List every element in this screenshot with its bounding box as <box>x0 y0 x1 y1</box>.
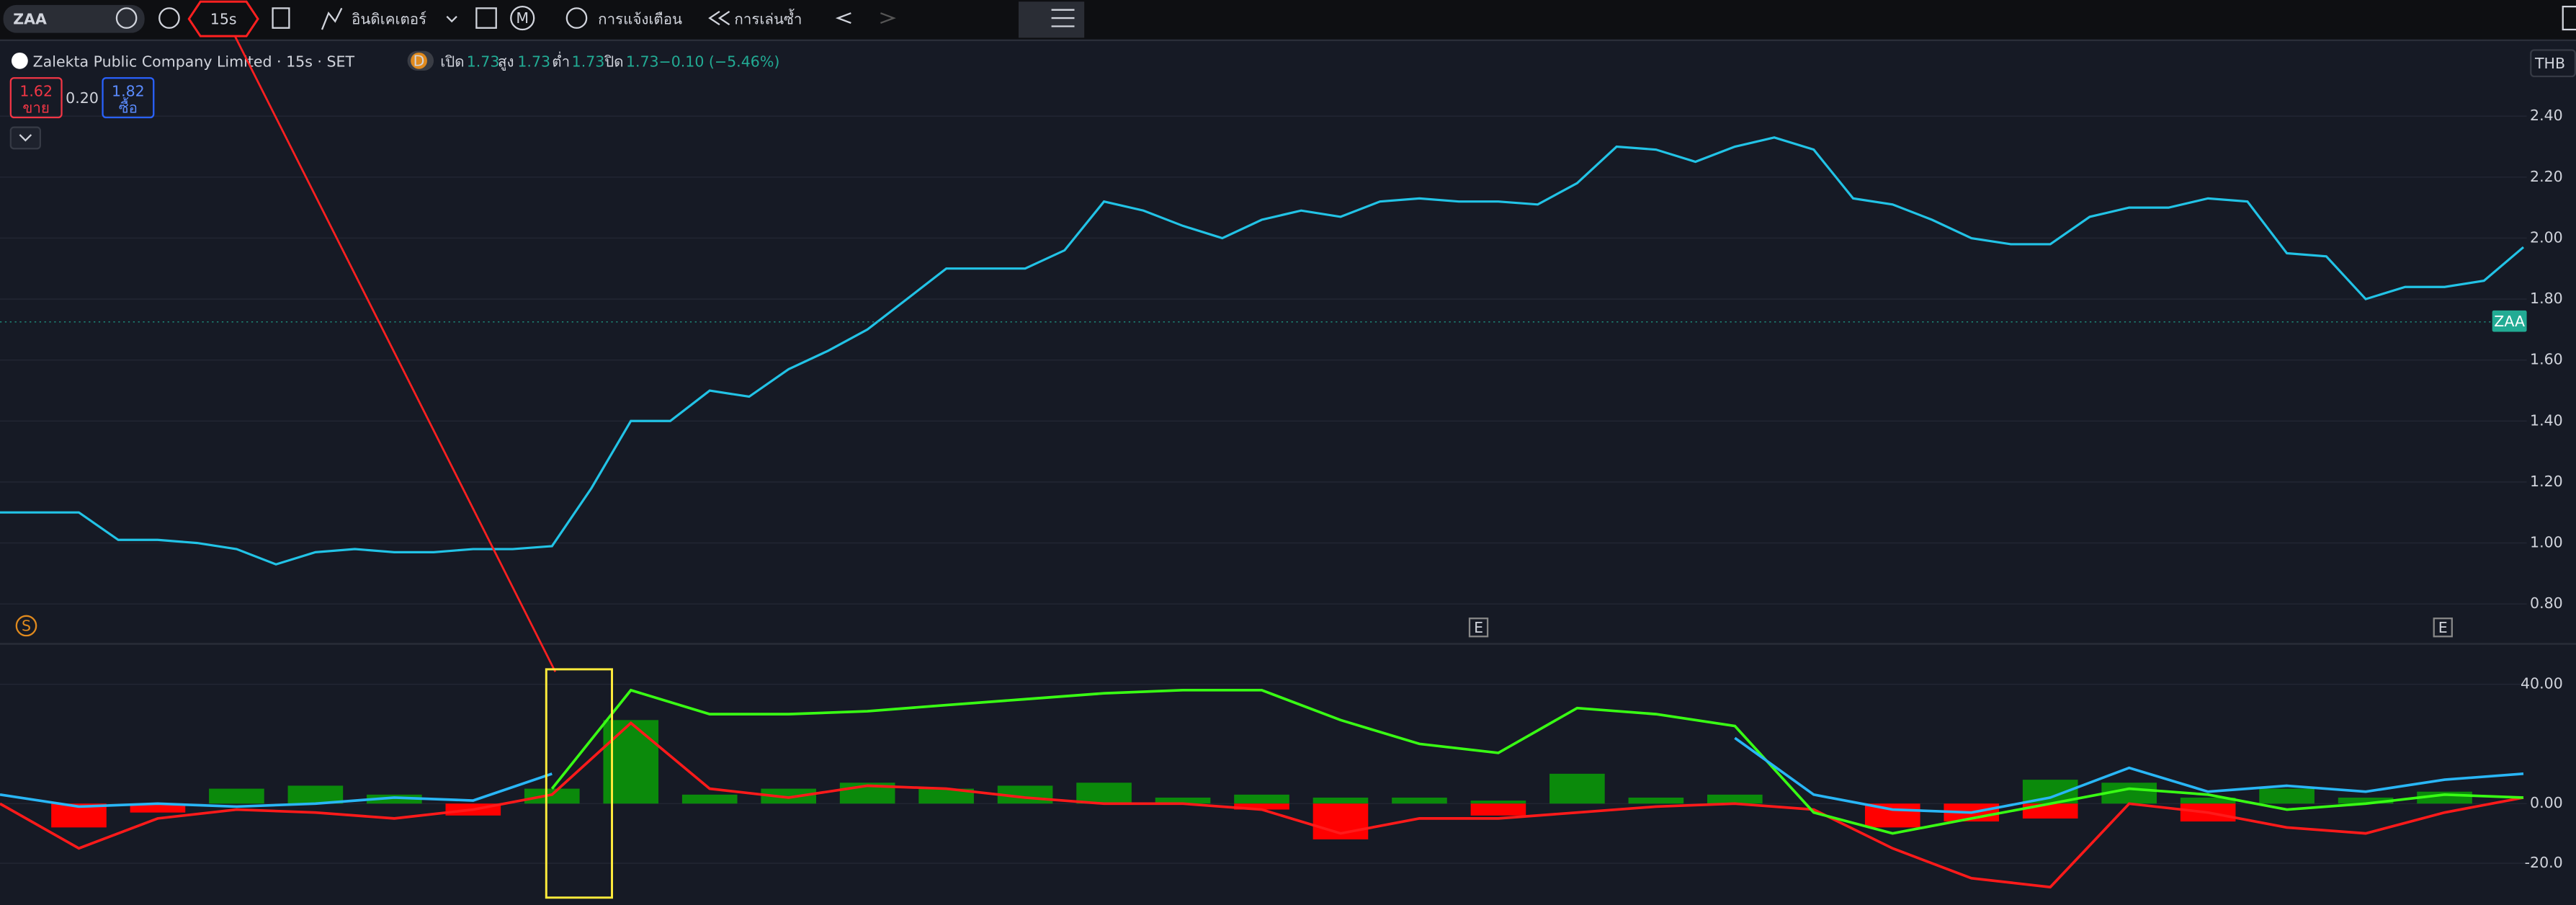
event-e[interactable] <box>2433 618 2453 638</box>
symbol-search[interactable] <box>3 4 145 33</box>
sell-label: ขาย <box>22 99 50 116</box>
m-circle <box>510 5 535 31</box>
legend-title: Zalekta Public Company Limited · 15s · S… <box>33 53 355 71</box>
annotation-arrow <box>233 35 557 672</box>
symbol-logo <box>11 52 28 69</box>
drawing-toolbar[interactable] <box>1018 1 1085 38</box>
highlight <box>187 0 259 37</box>
badge: D <box>413 52 425 69</box>
sell-button[interactable] <box>9 77 63 119</box>
menu-icon <box>1051 9 1075 27</box>
layout-icon[interactable] <box>475 7 497 29</box>
m-button[interactable]: M <box>516 9 529 27</box>
y-tick-label: 2.20 <box>2530 168 2563 185</box>
interval[interactable]: 15s <box>210 10 237 27</box>
histogram-bar <box>209 788 264 804</box>
histogram-bar <box>1312 797 1369 804</box>
currency-box[interactable] <box>2530 49 2576 78</box>
panel-icon[interactable] <box>2562 5 2576 31</box>
open-label: เปิด <box>440 53 464 71</box>
histogram-bar <box>1707 794 1763 804</box>
price-line <box>0 136 2525 566</box>
badge-dot <box>411 52 427 69</box>
replay-icon <box>708 11 730 26</box>
indicator-line <box>550 688 2524 835</box>
histogram-bar <box>2259 788 2315 804</box>
histogram-bar <box>1234 794 1289 804</box>
sell-price: 1.62 <box>19 83 53 100</box>
y-tick-label: 1.40 <box>2530 411 2563 429</box>
symbol: ZAA <box>13 10 47 27</box>
histogram-bar <box>1155 797 1211 804</box>
histogram-bar <box>130 803 186 813</box>
histogram-bar <box>524 788 580 804</box>
histogram-bar <box>681 794 738 804</box>
high: 1.73 <box>517 53 550 71</box>
y-tick-label: 2.00 <box>2530 228 2563 246</box>
toolbar <box>0 0 2576 40</box>
alert-icon <box>565 7 588 29</box>
open: 1.73 <box>467 53 500 71</box>
y-tick-label: 40.00 <box>2521 675 2563 692</box>
close-label: ปิด <box>604 53 623 71</box>
plots: 0.80 1.00 1.20 1.40 1.60 1.80 2.00 2.20 2.40 -20.… <box>0 107 2563 889</box>
histogram-bar <box>1076 783 1132 804</box>
histogram-bar <box>1628 797 1684 804</box>
low: 1.73 <box>572 53 605 71</box>
y-tick-label: 1.00 <box>2530 534 2563 551</box>
histogram-bar <box>1549 773 1605 804</box>
event-s[interactable] <box>15 615 37 637</box>
histogram-bar <box>1470 803 1526 816</box>
event-e-label: E <box>1474 619 1483 636</box>
indicator-line <box>0 736 2524 814</box>
buy-price: 1.82 <box>112 83 145 100</box>
caret <box>446 15 457 23</box>
candle-icon[interactable] <box>272 7 290 29</box>
spread: 0.20 <box>66 89 99 107</box>
y-tick-label: 2.40 <box>2530 107 2563 124</box>
histogram-bar <box>2338 797 2394 804</box>
event-e-label: E <box>2438 619 2448 636</box>
last-label: ZAA <box>2494 313 2525 330</box>
collapse-button[interactable] <box>9 126 42 150</box>
y-tick-label: 1.20 <box>2530 473 2563 490</box>
y-tick-label: 0.80 <box>2530 594 2563 612</box>
histogram-bar <box>1864 803 1920 828</box>
event-e[interactable] <box>1468 618 1489 638</box>
redo[interactable] <box>880 12 896 24</box>
chevron <box>19 134 32 142</box>
y-tick-label: 1.80 <box>2530 290 2563 307</box>
indicator-line <box>0 721 2524 889</box>
indicator-icon <box>321 7 343 30</box>
annotation-box <box>545 668 614 899</box>
buy-button[interactable] <box>102 77 155 119</box>
close: 1.73 <box>626 53 659 71</box>
histogram-bar <box>761 788 817 804</box>
change: −0.10 (−5.46%) <box>659 53 780 71</box>
replay-button[interactable]: การเล่นซ้ำ <box>734 8 802 27</box>
histogram-bar <box>1234 803 1289 810</box>
y-tick-label: 0.00 <box>2530 794 2563 811</box>
icon <box>115 7 138 29</box>
undo[interactable] <box>835 12 851 24</box>
event-s-label: S <box>22 618 31 635</box>
high-label: สูง <box>498 53 514 71</box>
y-tick-label: 1.60 <box>2530 351 2563 368</box>
last-label-bg <box>2492 310 2527 332</box>
y-tick-label: -20.0 <box>2525 854 2563 871</box>
add-icon[interactable] <box>158 7 180 29</box>
buy-label: ซื้อ <box>119 97 138 116</box>
currency: THB <box>2534 55 2565 72</box>
indicators-button[interactable]: อินดิเคเตอร์ <box>352 10 426 27</box>
histogram-bar <box>2180 797 2236 804</box>
alert-button[interactable]: การแจ้งเตือน <box>598 10 682 27</box>
low-label: ต่ำ <box>552 52 570 71</box>
histogram-bar <box>287 785 344 804</box>
histogram-bar <box>2022 803 2078 819</box>
histogram-bar <box>1470 801 1526 804</box>
histogram-bar <box>1392 797 1447 804</box>
histogram-bar <box>918 788 974 804</box>
